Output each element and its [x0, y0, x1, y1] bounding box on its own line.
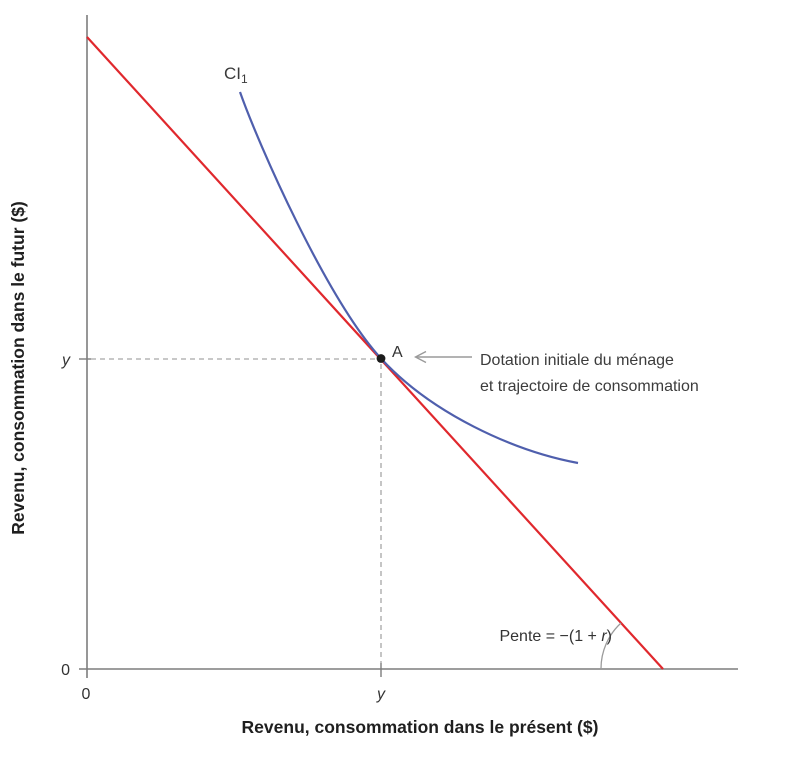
indifference-curve-label-base: CI	[224, 64, 241, 83]
x-axis-tick-label: y	[376, 686, 386, 703]
y-axis-tick-label: y	[61, 352, 71, 369]
y-axis-title: Revenu, consommation dans le futur ($)	[8, 201, 28, 535]
indifference-curve-label: CI1	[224, 64, 248, 86]
indifference-curve-label-subscript: 1	[241, 72, 248, 86]
point-a-dot	[376, 354, 386, 363]
slope-label-variable: r	[601, 628, 607, 645]
slope-label-prefix: Pente = −(1 +	[499, 628, 601, 645]
annotation-line-1: Dotation initiale du ménage	[480, 352, 674, 369]
slope-label-suffix: )	[607, 628, 612, 645]
indifference-curve	[238, 91, 579, 465]
annotation-line-2: et trajectoire de consommation	[480, 378, 699, 395]
x-axis-title: Revenu, consommation dans le présent ($)	[242, 717, 599, 737]
slope-angle-arc	[600, 622, 622, 670]
point-a-label: A	[392, 344, 403, 361]
slope-label: Pente = −(1 + r)	[499, 628, 612, 645]
y-axis-origin-label: 0	[61, 662, 70, 679]
x-axis-origin-label: 0	[82, 686, 91, 703]
annotation-arrowhead-icon	[413, 350, 427, 364]
